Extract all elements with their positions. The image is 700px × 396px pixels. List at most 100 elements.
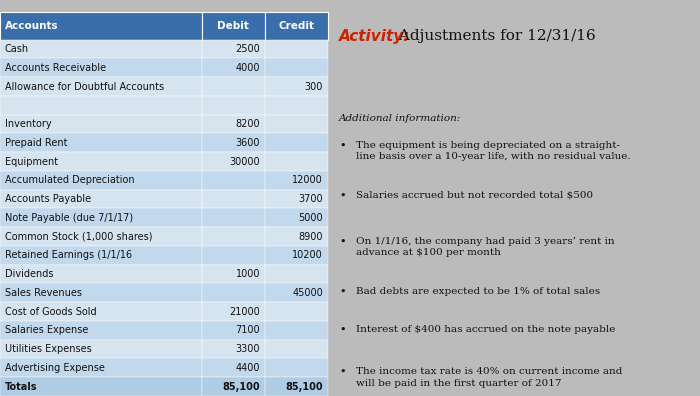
Bar	[265, 190, 328, 208]
Text: Accumulated Depreciation: Accumulated Depreciation	[5, 175, 134, 185]
Text: •: •	[340, 141, 346, 150]
Bar	[265, 208, 328, 227]
Bar	[0, 133, 202, 152]
Text: Dividends: Dividends	[5, 269, 53, 279]
Bar	[0, 40, 202, 58]
Bar	[0, 265, 202, 284]
Bar	[0, 58, 202, 77]
Bar	[0, 171, 202, 190]
Bar	[265, 284, 328, 302]
Text: 8200: 8200	[235, 119, 260, 129]
Bar	[265, 227, 328, 246]
Text: 21000: 21000	[230, 307, 260, 316]
Bar	[0, 190, 202, 208]
Text: 30000: 30000	[230, 156, 260, 167]
Text: Sales Revenues: Sales Revenues	[5, 288, 82, 298]
Bar	[265, 321, 328, 340]
Bar	[265, 115, 328, 133]
Bar	[202, 171, 265, 190]
Bar	[0, 321, 202, 340]
Text: 85,100: 85,100	[223, 382, 260, 392]
Bar	[0, 246, 202, 265]
Bar	[0, 227, 202, 246]
Text: Credit: Credit	[279, 21, 314, 31]
Text: 300: 300	[304, 82, 323, 91]
Text: Salaries Expense: Salaries Expense	[5, 326, 88, 335]
Text: Cash: Cash	[5, 44, 29, 54]
Text: •: •	[340, 367, 346, 377]
Text: •: •	[340, 237, 346, 247]
Text: Accounts Receivable: Accounts Receivable	[5, 63, 106, 73]
Text: 12000: 12000	[293, 175, 323, 185]
Text: 45000: 45000	[293, 288, 323, 298]
Text: 5000: 5000	[298, 213, 323, 223]
Bar	[202, 340, 265, 358]
Text: 10200: 10200	[293, 250, 323, 260]
Bar	[202, 152, 265, 171]
Bar	[265, 171, 328, 190]
Bar	[202, 58, 265, 77]
Bar	[265, 377, 328, 396]
Text: 4000: 4000	[236, 63, 260, 73]
Text: 3300: 3300	[236, 344, 260, 354]
Bar	[265, 246, 328, 265]
Text: 8900: 8900	[299, 232, 323, 242]
Text: Equipment: Equipment	[5, 156, 58, 167]
Text: Note Payable (due 7/1/17): Note Payable (due 7/1/17)	[5, 213, 133, 223]
Text: 4400: 4400	[236, 363, 260, 373]
Bar	[202, 358, 265, 377]
Bar	[265, 358, 328, 377]
Bar	[265, 77, 328, 96]
Bar	[202, 77, 265, 96]
Bar	[0, 96, 202, 115]
Text: Allowance for Doubtful Accounts: Allowance for Doubtful Accounts	[5, 82, 164, 91]
Bar	[202, 115, 265, 133]
Bar	[265, 96, 328, 115]
Text: The equipment is being depreciated on a straight-
line basis over a 10-year life: The equipment is being depreciated on a …	[356, 141, 631, 162]
Bar	[0, 12, 202, 40]
Text: Debit: Debit	[218, 21, 249, 31]
Text: •: •	[340, 190, 346, 200]
Bar	[202, 96, 265, 115]
Bar	[0, 284, 202, 302]
Text: 85,100: 85,100	[286, 382, 323, 392]
Text: Accounts: Accounts	[5, 21, 59, 31]
Bar	[202, 377, 265, 396]
Text: Interest of $400 has accrued on the note payable: Interest of $400 has accrued on the note…	[356, 325, 615, 334]
Bar	[0, 115, 202, 133]
Bar	[0, 77, 202, 96]
Text: Cost of Goods Sold: Cost of Goods Sold	[5, 307, 97, 316]
Text: The income tax rate is 40% on current income and
will be paid in the first quart: The income tax rate is 40% on current in…	[356, 367, 622, 388]
Bar	[202, 246, 265, 265]
Bar	[0, 208, 202, 227]
Text: On 1/1/16, the company had paid 3 years’ rent in
advance at $100 per month: On 1/1/16, the company had paid 3 years’…	[356, 237, 615, 257]
Bar	[265, 58, 328, 77]
Bar	[202, 321, 265, 340]
Text: Totals: Totals	[5, 382, 37, 392]
Text: Adjustments for 12/31/16: Adjustments for 12/31/16	[394, 29, 596, 43]
Bar	[0, 377, 202, 396]
Text: 3700: 3700	[298, 194, 323, 204]
Text: 1000: 1000	[236, 269, 260, 279]
Bar	[265, 40, 328, 58]
Bar	[265, 152, 328, 171]
Bar	[202, 265, 265, 284]
Bar	[265, 133, 328, 152]
Text: Salaries accrued but not recorded total $500: Salaries accrued but not recorded total …	[356, 190, 593, 200]
Bar	[202, 12, 265, 40]
Bar	[202, 40, 265, 58]
Text: Additional information:: Additional information:	[340, 114, 461, 123]
Text: Advertising Expense: Advertising Expense	[5, 363, 105, 373]
Bar	[265, 302, 328, 321]
Bar	[265, 265, 328, 284]
Text: Utilities Expenses: Utilities Expenses	[5, 344, 92, 354]
Text: Retained Earnings (1/1/16: Retained Earnings (1/1/16	[5, 250, 132, 260]
Bar	[202, 133, 265, 152]
Bar	[265, 12, 328, 40]
Bar	[202, 227, 265, 246]
Bar	[265, 340, 328, 358]
Bar	[202, 190, 265, 208]
Text: Common Stock (1,000 shares): Common Stock (1,000 shares)	[5, 232, 153, 242]
Bar	[0, 340, 202, 358]
Bar	[0, 302, 202, 321]
